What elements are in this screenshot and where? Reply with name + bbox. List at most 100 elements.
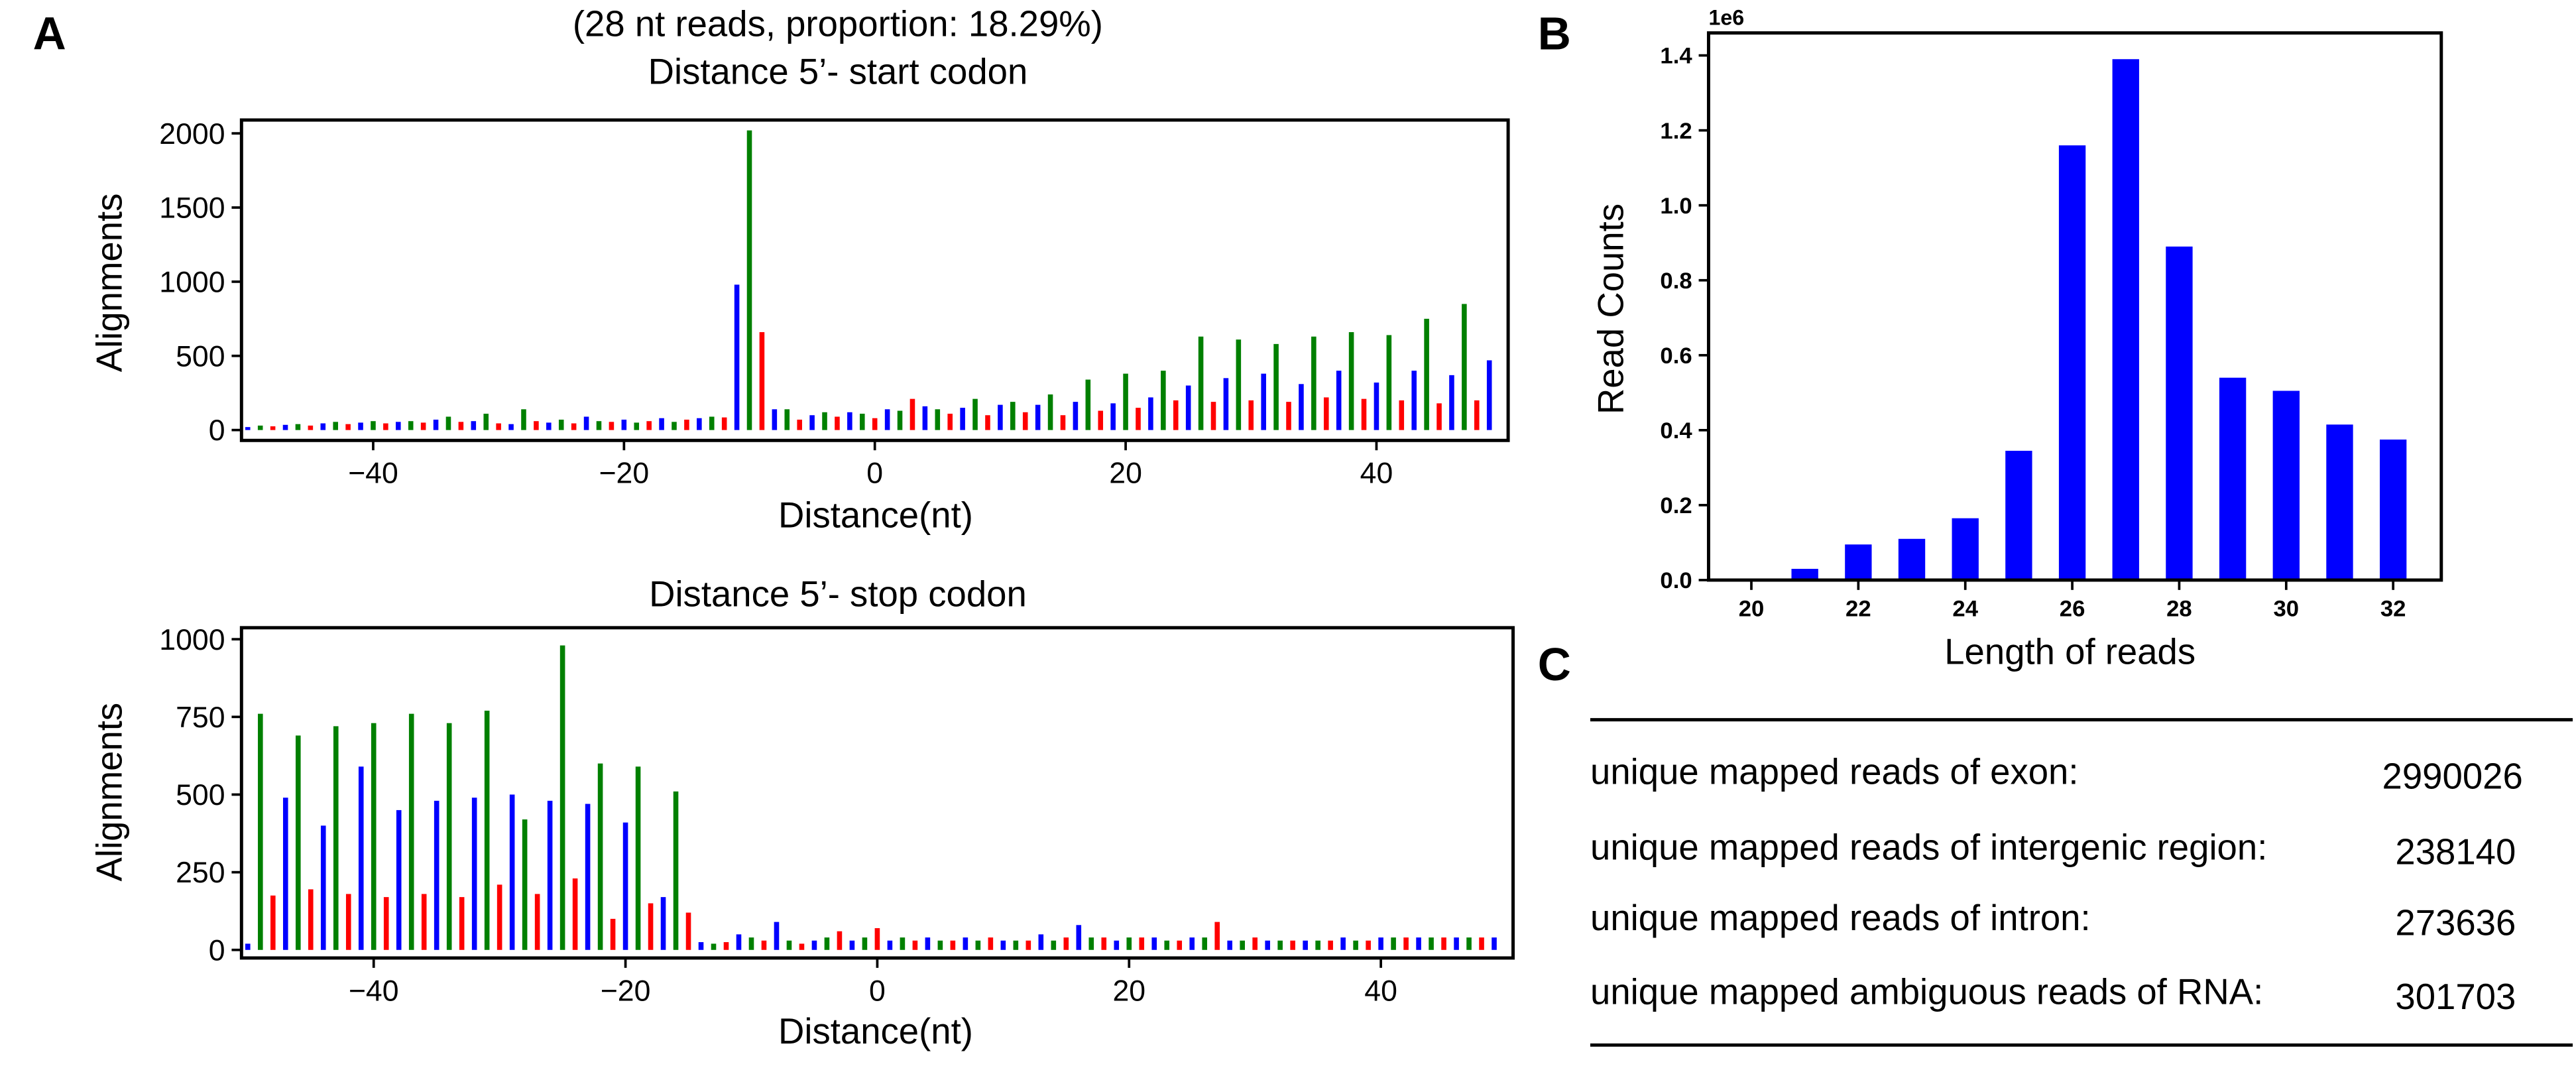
bar — [508, 424, 514, 430]
bar — [887, 940, 893, 950]
bar — [1085, 379, 1091, 430]
bar — [1449, 375, 1454, 430]
bar — [1399, 400, 1405, 430]
panel-label: C — [1538, 638, 1571, 690]
y-tick-label: 1000 — [159, 624, 225, 656]
bar — [659, 418, 664, 430]
bar — [596, 421, 602, 430]
bar — [1273, 343, 1279, 430]
bar — [1126, 937, 1132, 950]
bar — [746, 130, 752, 430]
bar — [1299, 384, 1304, 430]
bar — [1374, 383, 1379, 430]
bar — [471, 798, 477, 950]
y-axis-label: Alignments — [89, 194, 129, 373]
bar — [358, 766, 364, 950]
bar — [1474, 400, 1480, 430]
bar — [963, 937, 968, 950]
bar — [947, 414, 953, 430]
x-tick-label: 0 — [869, 975, 886, 1007]
bar — [950, 940, 956, 950]
bar — [546, 422, 552, 430]
bar — [1336, 371, 1342, 430]
bar — [547, 800, 553, 950]
bar — [1038, 934, 1044, 950]
bar — [736, 934, 742, 950]
bar — [862, 937, 868, 950]
table-label: unique mapped reads of exon: — [1590, 751, 2079, 792]
bar — [270, 895, 276, 950]
bar — [446, 723, 452, 950]
x-tick-label: 24 — [1952, 596, 1978, 621]
bar — [1025, 940, 1031, 950]
bar — [900, 937, 906, 950]
bar — [1098, 410, 1104, 430]
bar — [1454, 937, 1459, 950]
bar — [597, 763, 603, 950]
bar — [925, 937, 931, 950]
x-axis-label: Length of reads — [1944, 631, 2195, 672]
bar — [935, 409, 941, 430]
y-tick-label: 0.4 — [1660, 418, 1692, 444]
bar — [1265, 940, 1270, 950]
x-tick-label: −40 — [349, 975, 399, 1007]
x-tick-label: 30 — [2274, 596, 2300, 621]
bar — [2326, 424, 2353, 580]
bar — [1051, 940, 1057, 950]
y-tick-label: 0.6 — [1660, 343, 1692, 369]
bar — [497, 884, 502, 950]
bar — [2166, 246, 2193, 580]
bar — [822, 412, 827, 430]
x-axis-label: Distance(nt) — [778, 495, 973, 536]
panel-label: A — [33, 7, 66, 59]
bar — [673, 791, 679, 950]
bar — [270, 426, 276, 430]
bar — [295, 735, 301, 950]
chart-title: Distance 5’- start codon — [648, 52, 1028, 92]
bar — [1328, 940, 1333, 950]
bar — [583, 416, 589, 430]
bar — [634, 422, 640, 430]
bar — [1411, 371, 1417, 430]
bar — [709, 416, 715, 430]
bar — [2005, 450, 2032, 580]
bar — [245, 427, 251, 430]
bar — [1429, 937, 1434, 950]
bar — [1060, 415, 1066, 430]
bar — [1148, 397, 1153, 430]
bar — [245, 943, 251, 950]
plot-frame — [239, 118, 1510, 442]
x-tick-label: 32 — [2380, 596, 2406, 621]
bar — [1177, 940, 1183, 950]
bar — [1063, 937, 1069, 950]
bar — [1151, 937, 1157, 950]
bar — [1088, 937, 1094, 950]
bar — [660, 897, 666, 950]
bar — [509, 794, 515, 950]
bar — [1164, 940, 1170, 950]
bar — [922, 406, 928, 430]
bar — [459, 897, 465, 950]
bar — [1035, 404, 1041, 430]
bar — [1315, 940, 1320, 950]
panel-label: B — [1538, 7, 1571, 59]
y-tick-label: 750 — [176, 701, 225, 734]
y-tick-label: 1.4 — [1660, 44, 1692, 69]
bar — [1214, 922, 1220, 950]
bar — [872, 418, 878, 430]
bar — [985, 415, 990, 430]
x-tick-label: 28 — [2166, 596, 2192, 621]
bar — [522, 819, 528, 950]
bar — [1136, 408, 1141, 430]
bar — [496, 423, 501, 430]
bar — [1303, 940, 1308, 950]
bar — [1139, 937, 1145, 950]
bar — [408, 713, 414, 950]
x-axis-label: Distance(nt) — [778, 1011, 973, 1051]
bar — [1047, 394, 1053, 430]
y-offset-text: 1e6 — [1708, 5, 1744, 29]
bar — [571, 423, 577, 430]
x-tick-label: 20 — [1109, 457, 1142, 490]
y-tick-label: 0.8 — [1660, 269, 1692, 294]
